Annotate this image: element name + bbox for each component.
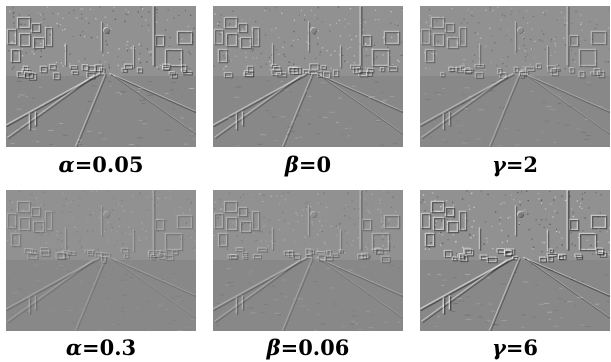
panel-caption: β=0.06 — [266, 335, 350, 360]
panel-caption: γ=2 — [491, 152, 539, 177]
embossed-road-image — [420, 190, 610, 331]
panel-caption: β=0 — [284, 152, 332, 177]
embossed-road-image — [6, 190, 196, 331]
embossed-road-image — [420, 6, 610, 147]
embossed-road-image — [213, 190, 403, 331]
panel-caption: γ=6 — [491, 335, 539, 360]
panel-caption: α=0.05 — [58, 152, 144, 177]
panel-caption: α=0.3 — [65, 335, 137, 360]
embossed-road-image — [213, 6, 403, 147]
embossed-road-image — [6, 6, 196, 147]
